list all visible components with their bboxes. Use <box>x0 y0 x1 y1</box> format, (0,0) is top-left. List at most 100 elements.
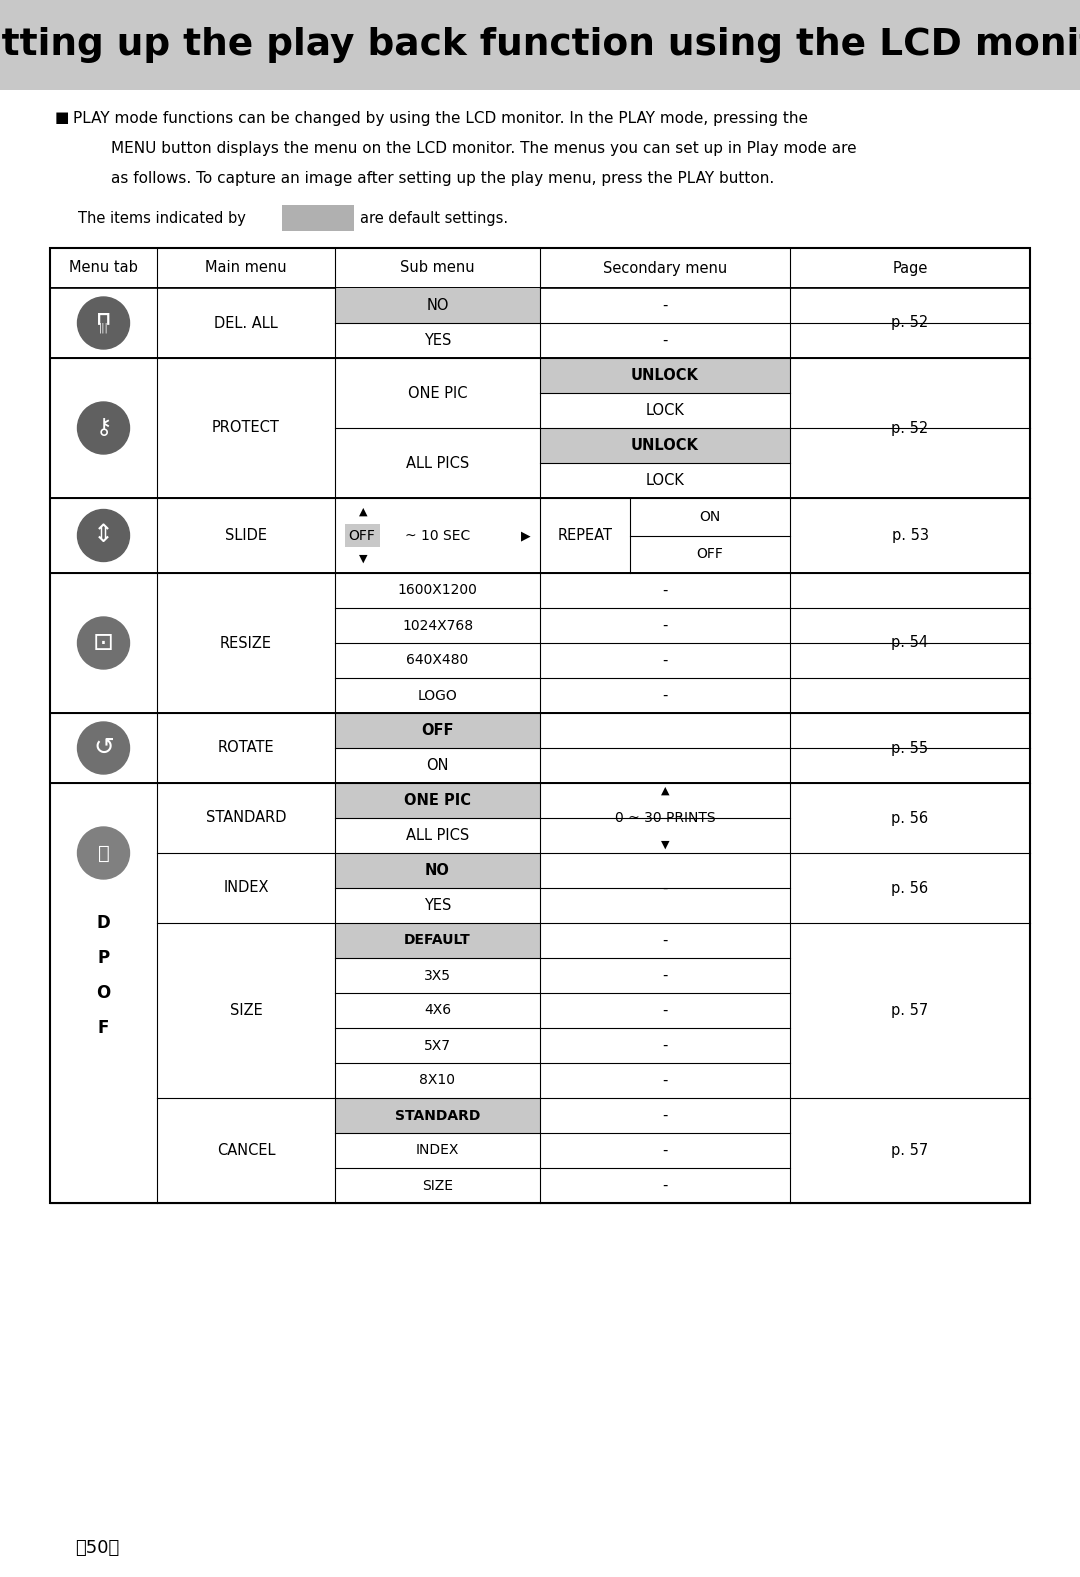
Text: 〈50〉: 〈50〉 <box>75 1539 119 1556</box>
Text: p. 54: p. 54 <box>891 636 929 650</box>
Text: -: - <box>662 688 667 703</box>
Text: O: O <box>96 984 110 1001</box>
Text: ↺: ↺ <box>93 736 114 760</box>
Bar <box>345 524 380 547</box>
Text: -: - <box>662 1143 667 1158</box>
Text: MENU button displays the menu on the LCD monitor. The menus you can set up in Pl: MENU button displays the menu on the LCD… <box>111 140 856 156</box>
Bar <box>50 248 1030 1203</box>
Bar <box>282 205 354 230</box>
Text: -: - <box>662 1109 667 1123</box>
Text: ■: ■ <box>55 110 69 126</box>
Text: 5X7: 5X7 <box>424 1039 451 1052</box>
Text: DEL. ALL: DEL. ALL <box>214 315 278 331</box>
Text: -: - <box>662 653 667 669</box>
Text: DEFAULT: DEFAULT <box>404 934 471 948</box>
Text: 0 ~ 30 PRINTS: 0 ~ 30 PRINTS <box>615 811 715 825</box>
Text: Secondary menu: Secondary menu <box>603 260 727 276</box>
Text: ⊓: ⊓ <box>96 309 111 328</box>
Text: NO: NO <box>426 863 450 878</box>
Text: ⚷: ⚷ <box>95 418 111 438</box>
Text: REPEAT: REPEAT <box>557 528 612 542</box>
Bar <box>335 1098 540 1132</box>
Text: |||: ||| <box>98 323 108 333</box>
Bar <box>335 923 540 957</box>
Text: -: - <box>662 934 667 948</box>
Text: -: - <box>662 968 667 982</box>
Bar <box>50 289 1030 358</box>
Text: Main menu: Main menu <box>205 260 287 276</box>
Text: 1600X1200: 1600X1200 <box>397 583 477 598</box>
Text: F: F <box>98 1019 109 1038</box>
Text: -: - <box>662 1178 667 1192</box>
Text: ONE PIC: ONE PIC <box>404 793 471 807</box>
Bar <box>335 853 540 888</box>
Bar <box>0 0 1080 90</box>
Bar <box>50 784 1030 1203</box>
Text: PLAY mode functions can be changed by using the LCD monitor. In the PLAY mode, p: PLAY mode functions can be changed by us… <box>73 110 808 126</box>
Text: INDEX: INDEX <box>416 1143 459 1158</box>
Text: ALL PICS: ALL PICS <box>406 828 469 844</box>
Circle shape <box>78 617 130 669</box>
Text: ON: ON <box>427 759 449 773</box>
Text: STANDARD: STANDARD <box>206 811 286 825</box>
Text: ▼: ▼ <box>359 554 367 565</box>
Text: ON: ON <box>700 509 720 524</box>
Text: ~ 10 SEC: ~ 10 SEC <box>405 528 470 542</box>
Text: as follows. To capture an image after setting up the play menu, press the PLAY b: as follows. To capture an image after se… <box>111 170 774 186</box>
Text: OFF: OFF <box>421 722 454 738</box>
Text: YES: YES <box>423 897 451 913</box>
Text: ▼: ▼ <box>661 841 670 850</box>
Bar <box>335 713 540 747</box>
Circle shape <box>78 826 130 878</box>
Text: p. 57: p. 57 <box>891 1003 929 1019</box>
Circle shape <box>78 722 130 774</box>
Text: p. 52: p. 52 <box>891 421 929 435</box>
Text: ROTATE: ROTATE <box>218 741 274 755</box>
Circle shape <box>78 509 130 561</box>
Text: SLIDE: SLIDE <box>225 528 267 542</box>
Text: OFF: OFF <box>349 528 376 542</box>
Text: Page: Page <box>892 260 928 276</box>
Text: SIZE: SIZE <box>230 1003 262 1019</box>
Text: NO: NO <box>427 298 449 312</box>
Text: 3X5: 3X5 <box>424 968 451 982</box>
Circle shape <box>78 296 130 349</box>
Text: p. 57: p. 57 <box>891 1143 929 1158</box>
Bar <box>335 289 540 323</box>
Text: Sub menu: Sub menu <box>401 260 475 276</box>
Text: p. 53: p. 53 <box>891 528 929 542</box>
Bar <box>50 713 1030 784</box>
Text: INDEX: INDEX <box>224 880 269 896</box>
Text: 640X480: 640X480 <box>406 653 469 667</box>
Text: D: D <box>96 915 110 932</box>
Bar <box>50 248 1030 289</box>
Text: P: P <box>97 949 109 967</box>
Text: -: - <box>662 880 667 896</box>
Text: Setting up the play back function using the LCD monitor: Setting up the play back function using … <box>0 27 1080 63</box>
Bar <box>50 572 1030 713</box>
Text: ⊡: ⊡ <box>93 631 114 654</box>
Text: The items indicated by: The items indicated by <box>78 210 246 226</box>
Text: 🖶: 🖶 <box>97 844 109 863</box>
Text: -: - <box>662 1038 667 1053</box>
Text: LOCK: LOCK <box>646 404 685 418</box>
Text: 8X10: 8X10 <box>419 1074 456 1088</box>
Text: p. 52: p. 52 <box>891 315 929 331</box>
Text: p. 55: p. 55 <box>891 741 929 755</box>
Text: -: - <box>662 333 667 349</box>
Text: YES: YES <box>423 333 451 349</box>
Text: ▲: ▲ <box>359 506 367 517</box>
Text: -: - <box>662 1072 667 1088</box>
Text: OFF: OFF <box>697 547 724 561</box>
Text: -: - <box>662 1003 667 1019</box>
Text: SIZE: SIZE <box>422 1178 453 1192</box>
Text: PROTECT: PROTECT <box>212 421 280 435</box>
Text: ⇕: ⇕ <box>93 524 114 547</box>
Text: -: - <box>662 583 667 598</box>
Text: UNLOCK: UNLOCK <box>631 438 699 453</box>
Text: are default settings.: are default settings. <box>360 210 508 226</box>
Text: Menu tab: Menu tab <box>69 260 138 276</box>
Text: 1024X768: 1024X768 <box>402 618 473 632</box>
Circle shape <box>78 402 130 454</box>
Text: LOGO: LOGO <box>418 689 457 702</box>
